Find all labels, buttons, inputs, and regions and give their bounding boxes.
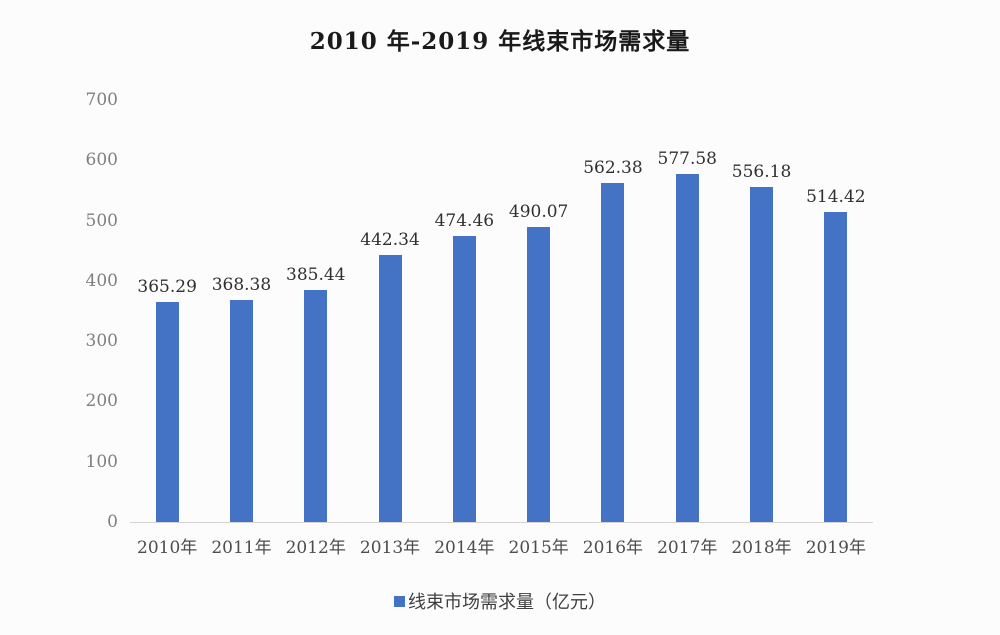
- x-tick-label: 2017年: [657, 538, 718, 558]
- y-tick-label: 300: [85, 331, 118, 352]
- y-tick-label: 700: [85, 90, 118, 110]
- bar-2019年: [824, 211, 848, 522]
- y-tick-label: 500: [85, 210, 118, 231]
- x-axis: 2010年 2011年 2012年 2013年 2014年 2015年 2016年 2017年…: [130, 533, 873, 558]
- y-tick-label: 600: [85, 150, 118, 171]
- x-tick-label: 2018年: [731, 538, 792, 558]
- x-axis-line: [130, 522, 873, 523]
- x-tick-label: 2019年: [805, 538, 866, 558]
- x-tick-label: 2015年: [508, 538, 569, 558]
- data-label: 368.38: [211, 274, 272, 295]
- x-tick-label: 2011年: [211, 538, 272, 558]
- bar-2018年: [750, 186, 774, 522]
- data-label: 385.44: [286, 264, 346, 285]
- x-tick-label: 2010年: [137, 538, 198, 558]
- bar-2012年: [304, 289, 328, 522]
- x-tick-label: 2014年: [434, 538, 495, 558]
- data-label: 474.46: [434, 210, 495, 231]
- y-tick-label: 100: [85, 451, 118, 472]
- y-tick-label: 200: [85, 391, 118, 412]
- data-label: 365.29: [137, 276, 197, 297]
- x-tick-label: 2016年: [582, 538, 644, 558]
- bar-2011年: [229, 299, 253, 522]
- data-label: 514.42: [806, 186, 866, 207]
- data-label: 490.07: [508, 201, 569, 222]
- bar-2010年: [155, 301, 179, 522]
- legend: 线束市场需求量（亿元）: [0, 588, 1000, 614]
- legend-marker-icon: [394, 595, 405, 607]
- bar-2015年: [527, 226, 551, 522]
- bar-2013年: [378, 255, 402, 522]
- x-tick-label: 2012年: [285, 538, 346, 558]
- x-tick-label: 2013年: [359, 538, 421, 558]
- data-label: 577.58: [657, 148, 717, 169]
- data-label: 556.18: [731, 161, 792, 182]
- y-axis: 0 100 200 300 400 500 600 700: [0, 90, 118, 532]
- bar-2017年: [675, 173, 699, 522]
- bar-2016年: [601, 182, 625, 522]
- plot-area: 365.29 368.38 385.44 442.34 474.46 490.07 562.…: [130, 100, 873, 522]
- legend-label: 线束市场需求量（亿元）: [408, 592, 606, 613]
- chart-title: 2010 年-2019 年线束市场需求量: [309, 28, 691, 55]
- data-label: 562.38: [583, 157, 643, 178]
- y-tick-label: 400: [85, 270, 118, 291]
- y-tick-label: 0: [107, 512, 118, 532]
- bar-2014年: [452, 235, 476, 522]
- data-label: 442.34: [360, 230, 420, 251]
